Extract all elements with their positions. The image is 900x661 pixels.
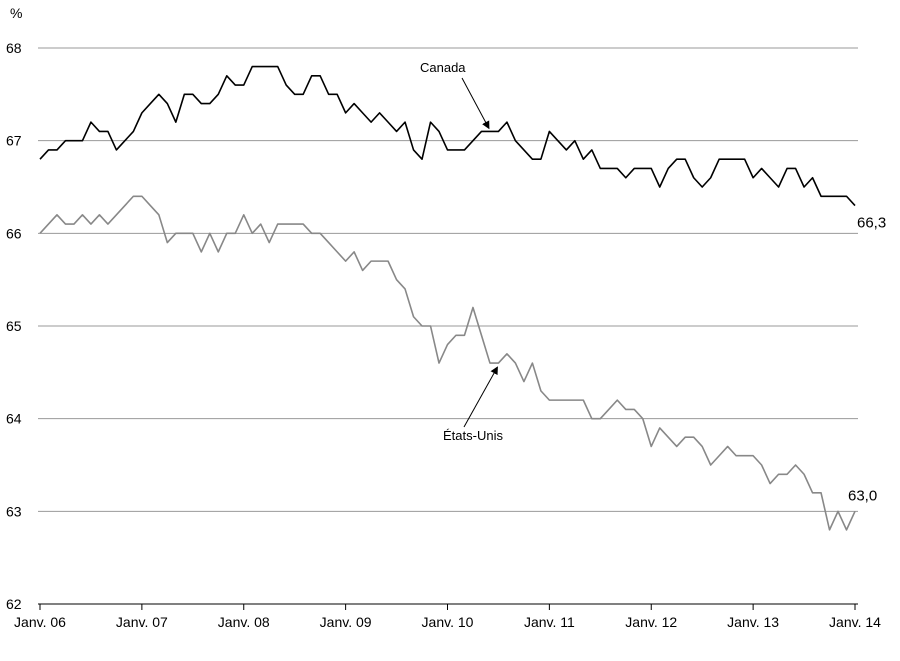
x-tick-labels: Janv. 06 Janv. 07 Janv. 08 Janv. 09 Janv. 10… — [14, 614, 881, 630]
y-tick-label: 63 — [6, 503, 22, 519]
x-tick-label: Janv. 09 — [320, 614, 372, 630]
series-annotation-label: États-Unis — [443, 428, 503, 443]
annotation-arrow — [461, 77, 490, 130]
gridlines — [38, 47, 858, 512]
x-tick-label: Janv. 06 — [14, 614, 66, 630]
y-tick-label: 67 — [6, 133, 22, 149]
annotation-arrow — [463, 366, 498, 428]
y-tick-label: 62 — [6, 596, 22, 612]
series-lines — [39, 65, 856, 531]
y-tick-label: 66 — [6, 225, 22, 241]
series-line-canada — [39, 65, 856, 207]
y-tick-label: 65 — [6, 318, 22, 334]
y-tick-label: 64 — [6, 411, 22, 427]
series-line-etats-unis — [39, 195, 856, 531]
y-tick-labels: 62 63 64 65 66 67 68 — [6, 40, 22, 612]
x-tick-label: Janv. 10 — [422, 614, 474, 630]
y-tick-label: 68 — [6, 40, 22, 56]
axes: % — [10, 5, 858, 610]
end-value-label: 63,0 — [848, 487, 877, 504]
annotations: 66,3 63,0 Canada États-Unis — [420, 60, 886, 504]
x-tick-label: Janv. 07 — [116, 614, 168, 630]
end-value-label: 66,3 — [857, 215, 886, 232]
x-tick-label: Janv. 13 — [727, 614, 779, 630]
x-tick-label: Janv. 11 — [524, 614, 575, 630]
x-tick-label: Janv. 14 — [829, 614, 881, 630]
x-tick-label: Janv. 08 — [218, 614, 270, 630]
series-annotation-label: Canada — [420, 60, 466, 75]
x-tick-label: Janv. 12 — [625, 614, 677, 630]
y-axis-label: % — [10, 5, 22, 21]
